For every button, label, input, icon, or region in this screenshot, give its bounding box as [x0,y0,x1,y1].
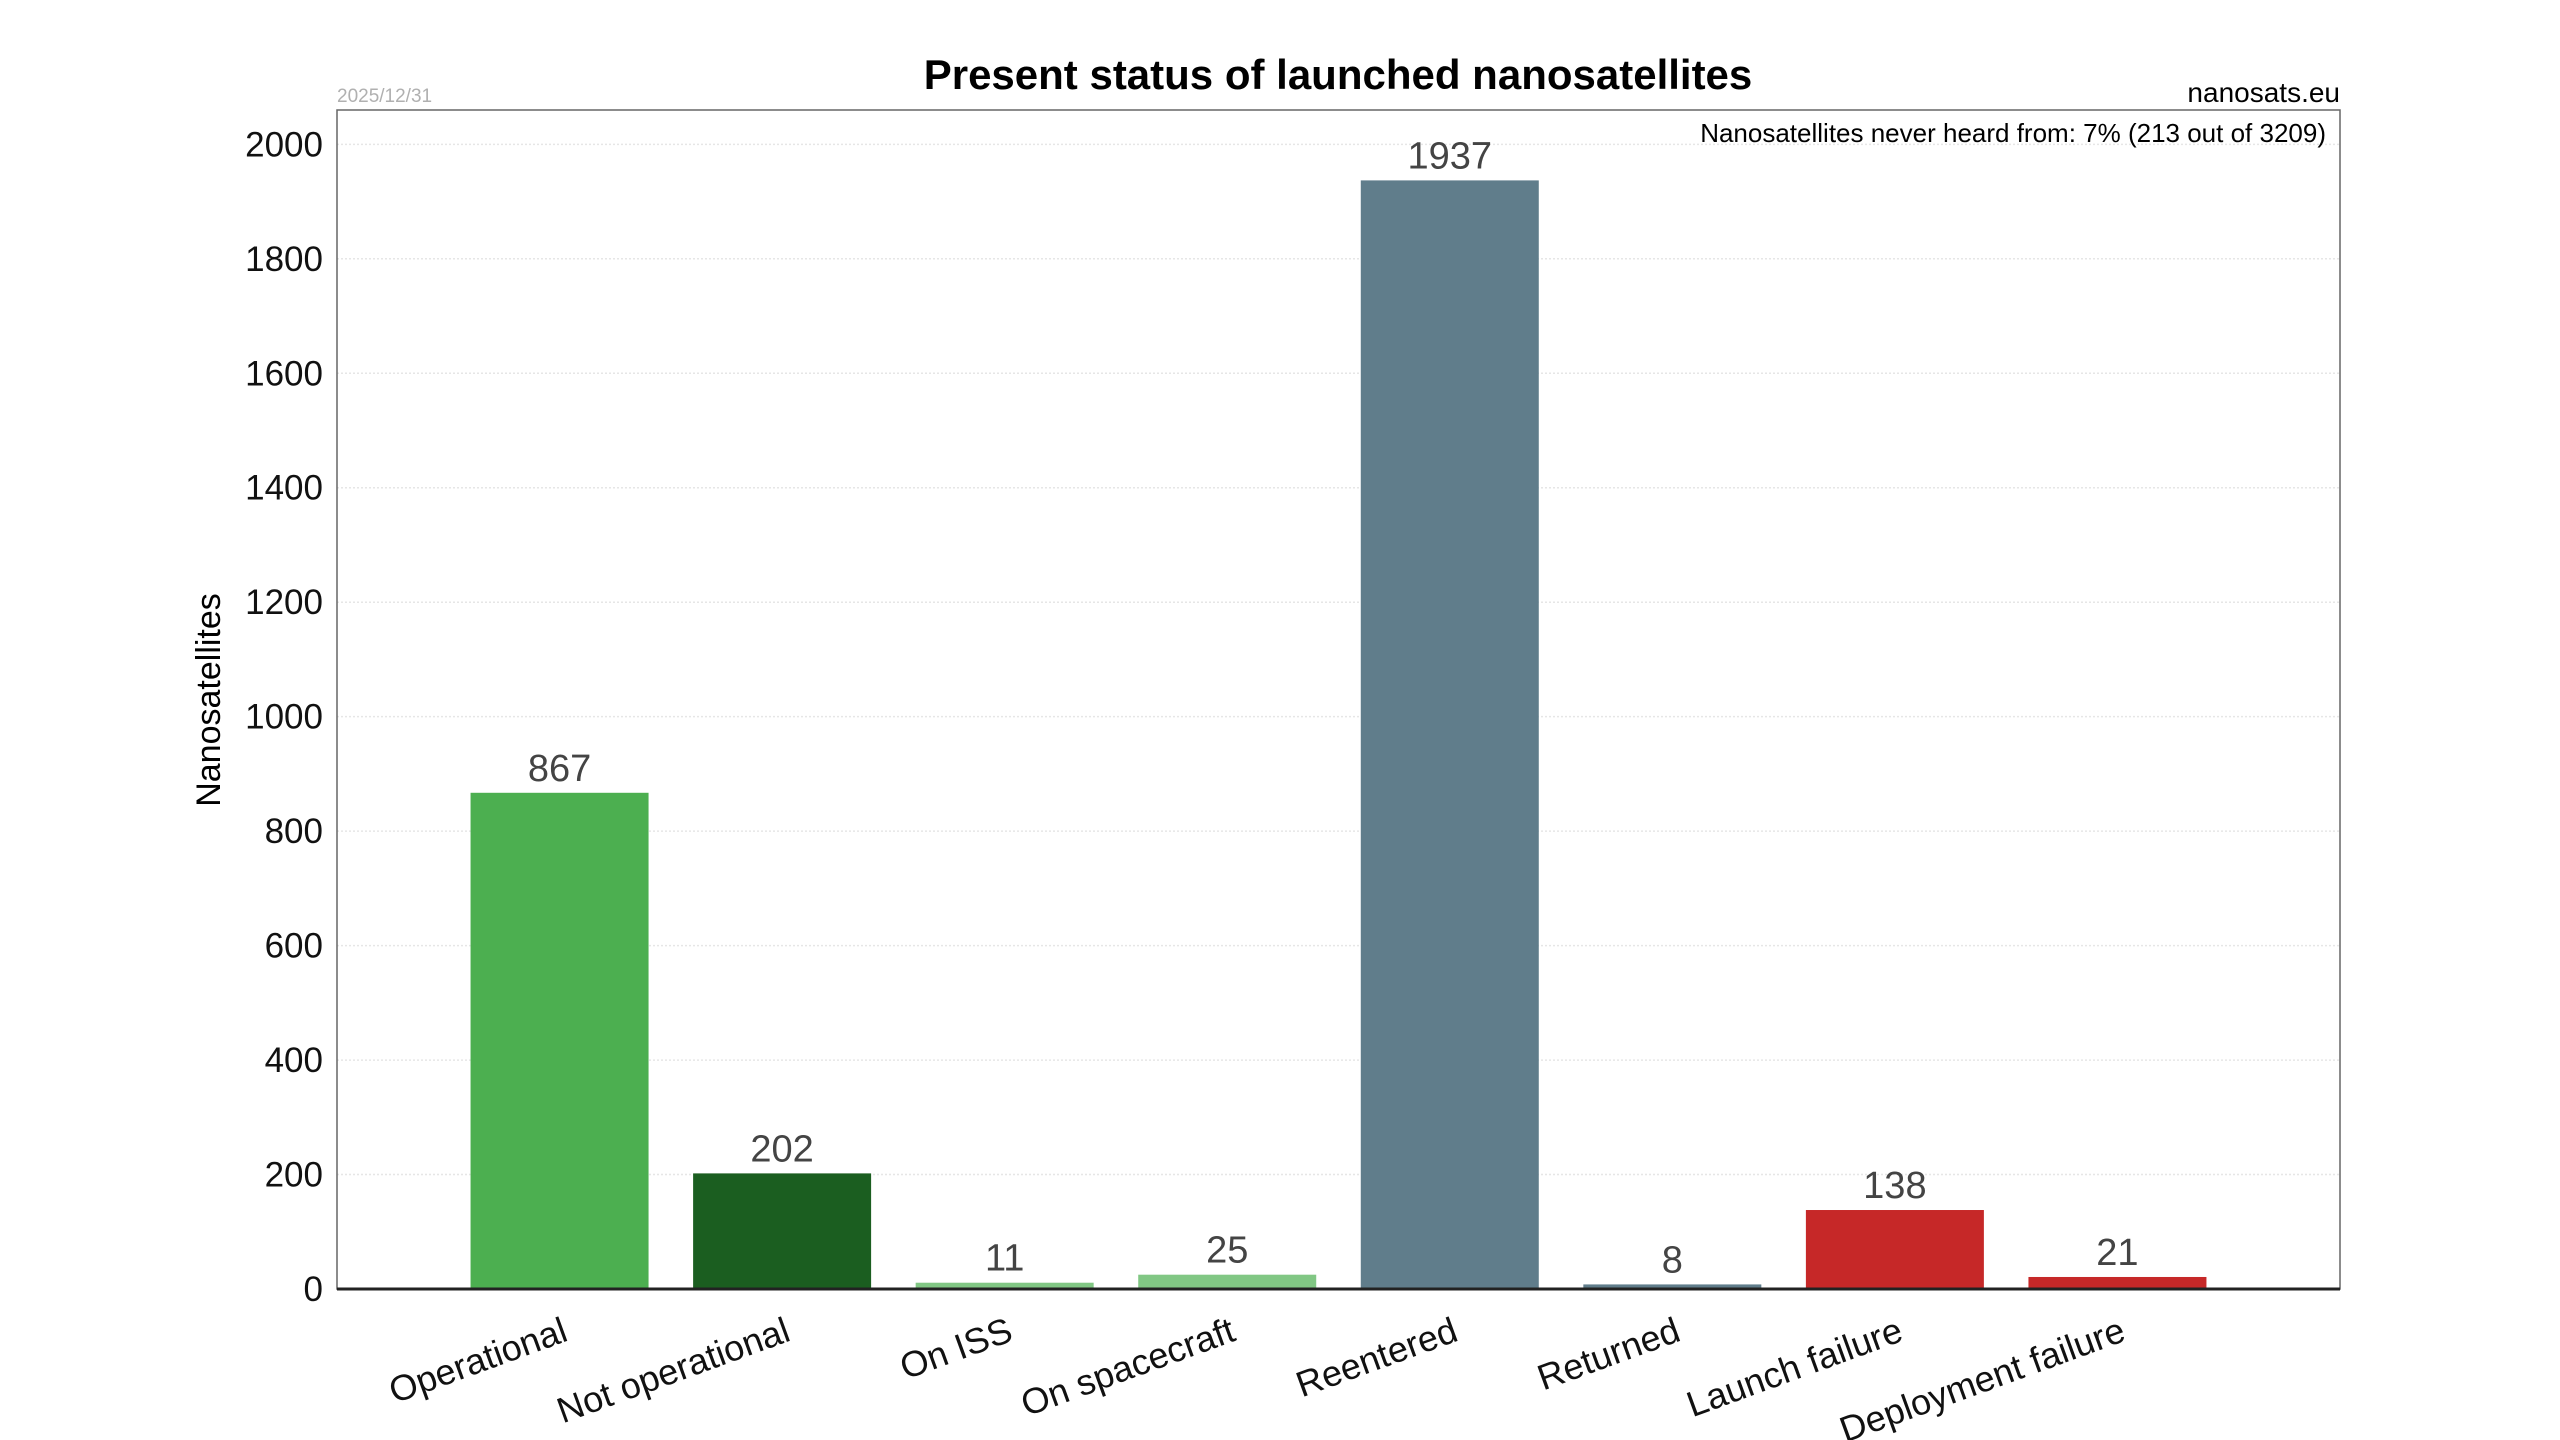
x-tick-label: Operational [383,1309,572,1411]
y-tick-label: 1600 [245,354,323,393]
bar [2028,1276,2207,1289]
bar [915,1282,1094,1289]
bar [693,1173,872,1289]
bar [470,792,649,1289]
x-tick-label: On ISS [894,1309,1017,1387]
y-tick-label: 400 [265,1041,323,1080]
y-tick-label: 600 [265,927,323,966]
y-tick-label: 800 [265,812,323,851]
y-tick-label: 200 [265,1156,323,1195]
y-tick-label: 1000 [245,698,323,737]
bar [1360,180,1539,1289]
y-axis-ticks: 0 200 400 600 800 1000 1200 1400 1600 1800 2000 [245,125,323,1309]
data-label: 25 [1206,1230,1248,1272]
data-label: 138 [1863,1165,1926,1207]
x-tick-label: On spacecraft [1015,1309,1240,1424]
data-labels: 867 202 11 25 1937 8 138 21 [528,135,2139,1281]
chart-source: nanosats.eu [2187,77,2340,108]
bars [470,180,2207,1289]
x-tick-label: Reentered [1291,1309,1463,1405]
data-label: 1937 [1408,135,1493,177]
bar [1138,1274,1317,1289]
x-tick-label: Returned [1532,1309,1685,1398]
data-label: 8 [1662,1239,1683,1281]
data-label: 21 [2096,1232,2138,1274]
x-tick-label: Not operational [551,1309,794,1431]
bar [1805,1210,1984,1289]
y-tick-label: 1800 [245,240,323,279]
data-label: 11 [985,1238,1024,1280]
chart-date: 2025/12/31 [337,86,432,107]
y-tick-label: 2000 [245,125,323,164]
y-tick-label: 1200 [245,583,323,622]
data-label: 202 [750,1128,813,1170]
chart-title: Present status of launched nanosatellite… [924,51,1753,98]
y-tick-label: 0 [304,1270,323,1309]
y-axis-label: Nanosatellites [190,593,228,807]
gridlines [337,143,2340,1176]
bar [1583,1284,1762,1289]
chart-annotation: Nanosatellites never heard from: 7% (213… [1700,118,2326,148]
data-label: 867 [528,748,591,790]
y-tick-label: 1400 [245,469,323,508]
